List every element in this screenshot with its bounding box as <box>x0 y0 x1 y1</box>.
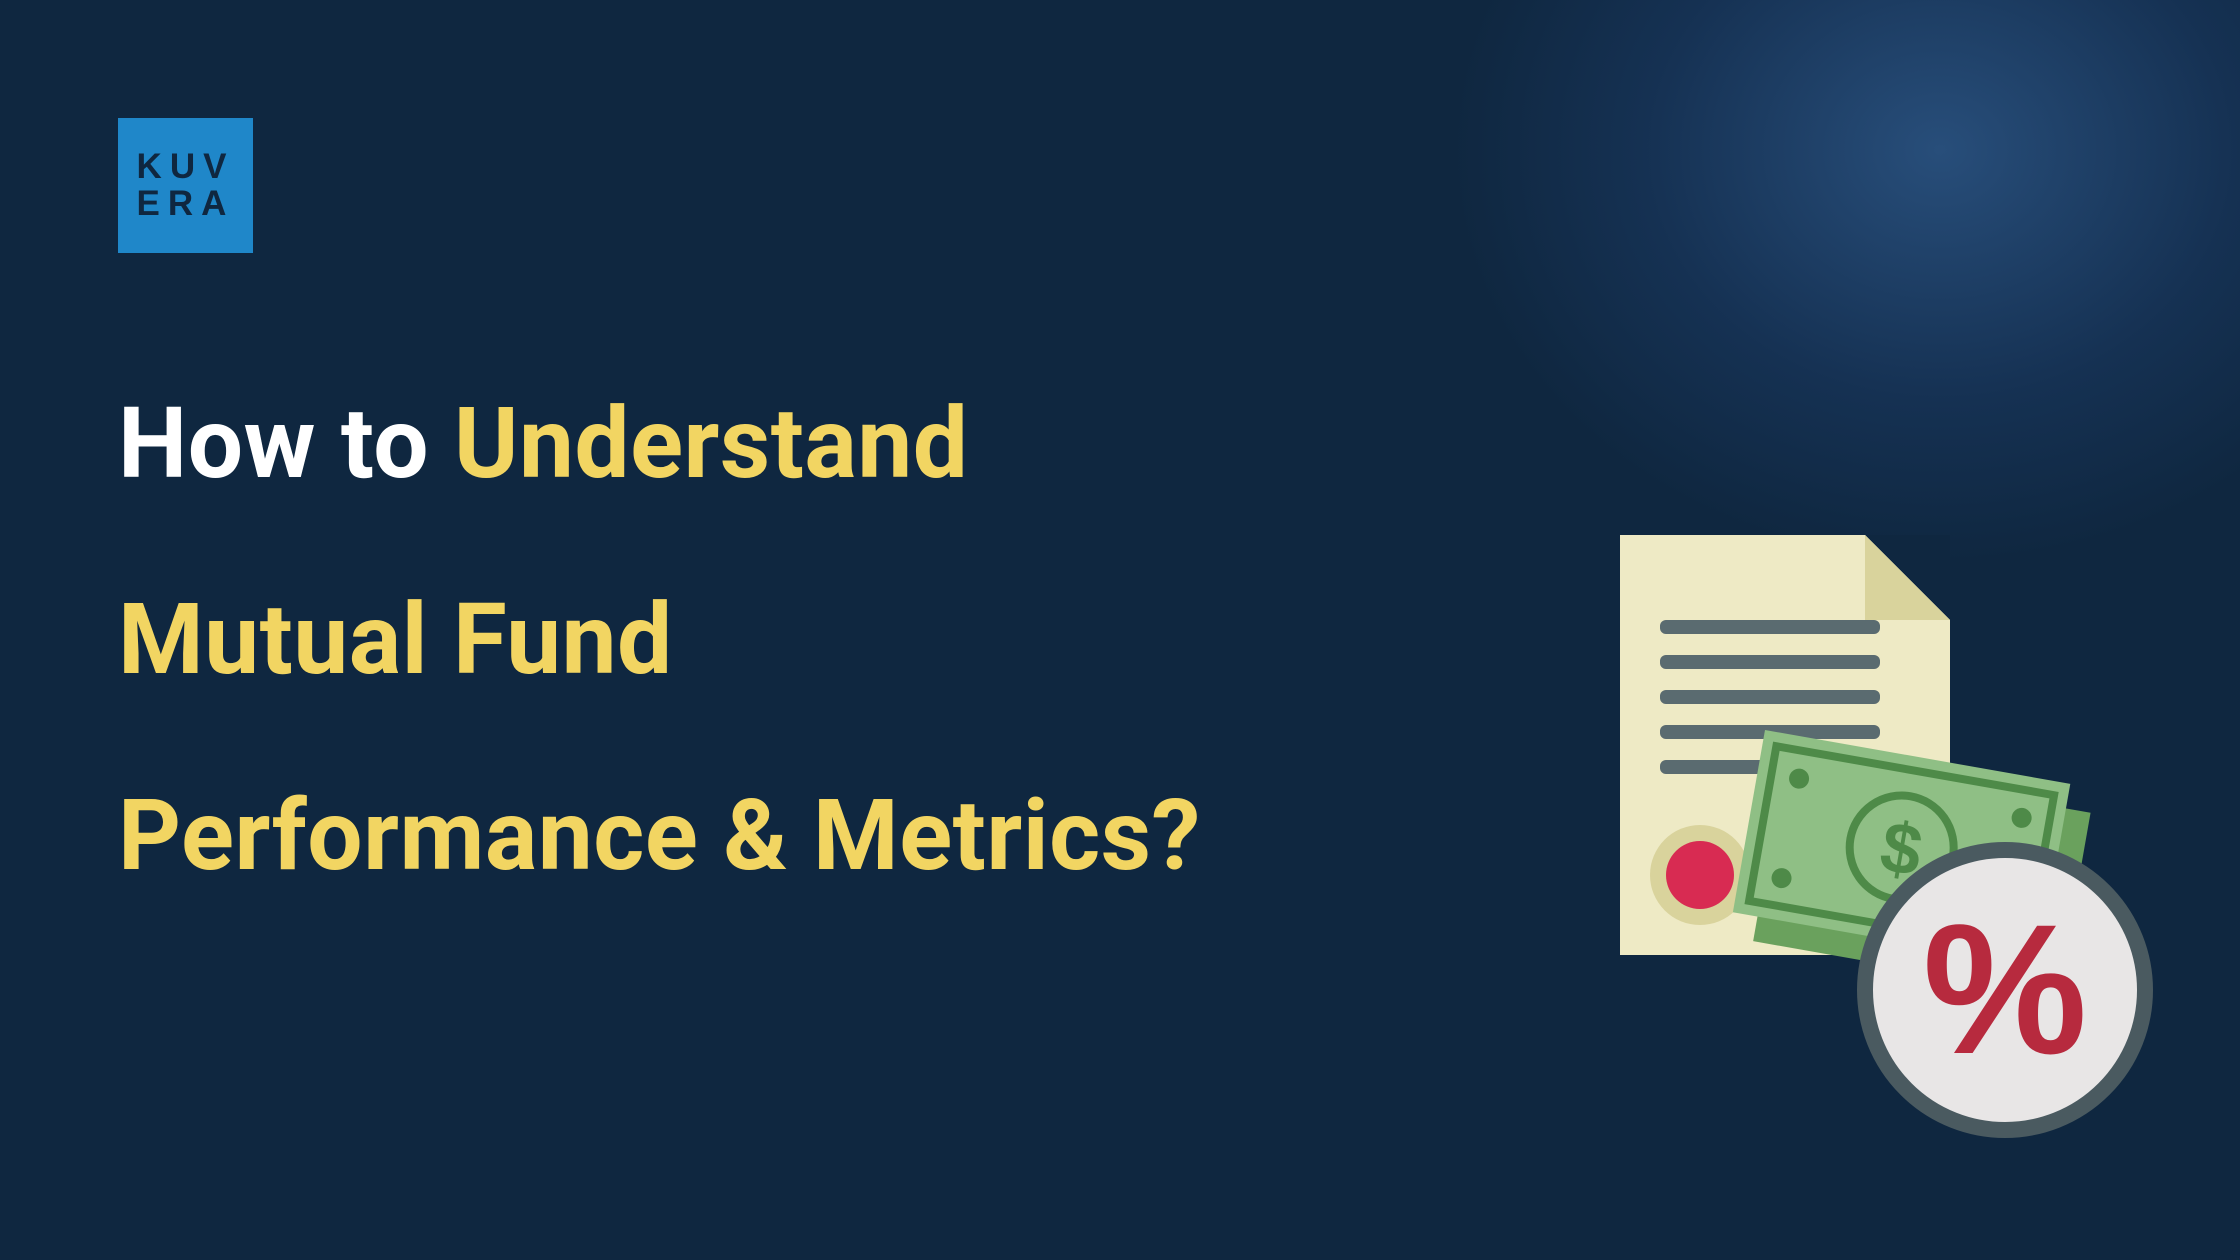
headline-line-3-yellow: Performance & Metrics? <box>118 778 1201 893</box>
logo-line-1: KUV <box>137 149 235 186</box>
slide-canvas: KUV ERA How to Understand Mutual Fund Pe… <box>0 0 2240 1260</box>
headline-line-1-yellow: Understand <box>454 386 969 501</box>
headline-line-1: How to Understand <box>118 395 1568 493</box>
percent-icon: % <box>1865 850 2145 1130</box>
brand-logo-text: KUV ERA <box>137 149 235 223</box>
headline-block: How to Understand Mutual Fund Performanc… <box>118 395 1568 885</box>
finance-illustration: $ % <box>1550 535 2170 1145</box>
headline-line-2: Mutual Fund <box>118 591 1568 689</box>
logo-line-2: ERA <box>137 186 235 223</box>
headline-line-3: Performance & Metrics? <box>118 787 1568 885</box>
svg-text:%: % <box>1923 887 2088 1093</box>
brand-logo: KUV ERA <box>118 118 253 253</box>
headline-line-1-white: How to <box>118 386 454 501</box>
finance-illustration-svg: $ % <box>1550 535 2170 1145</box>
headline-line-2-yellow: Mutual Fund <box>118 582 673 697</box>
